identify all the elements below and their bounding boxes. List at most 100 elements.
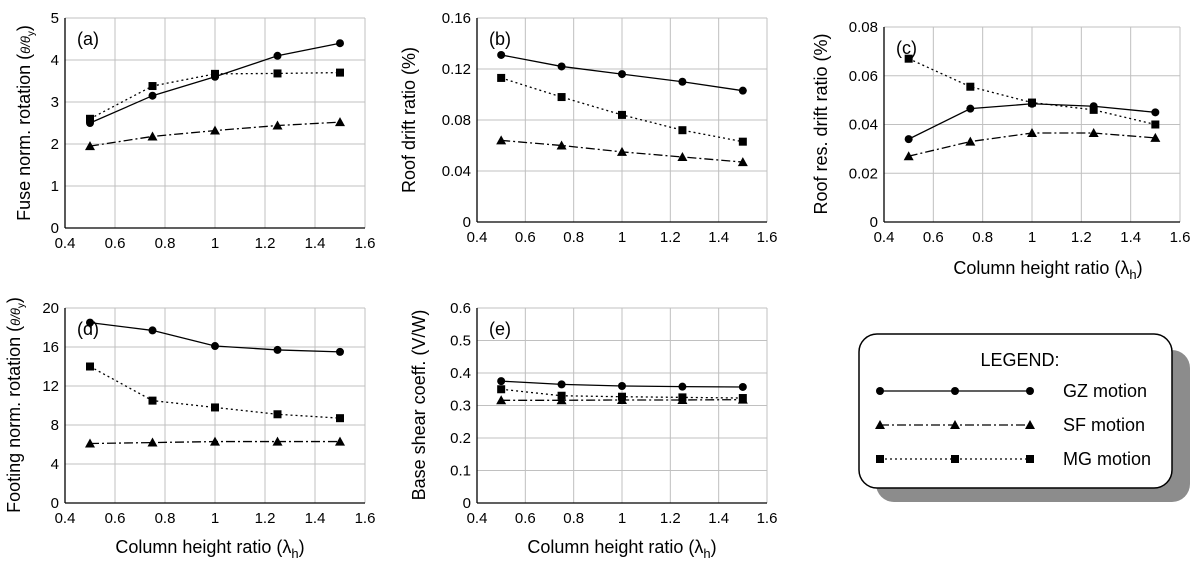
y-tick-label: 0.1 xyxy=(450,463,471,480)
y-tick-label: 8 xyxy=(51,417,59,434)
y-tick-label: 0 xyxy=(51,495,59,512)
x-tick-label: 0.6 xyxy=(105,510,126,527)
y-tick-label: 0.06 xyxy=(849,68,878,85)
x-tick-label: 0.8 xyxy=(155,235,176,252)
x-tick-label: 1.6 xyxy=(757,510,778,527)
x-axis-title-c-sub: h xyxy=(1129,267,1136,282)
marker-sf xyxy=(1027,128,1037,138)
marker-gz xyxy=(618,382,626,390)
y-axis-title-text: Roof drift ratio (%) xyxy=(399,47,419,193)
marker-mg xyxy=(738,394,747,403)
x-axis-title-d-symbol: λ xyxy=(282,537,291,557)
marker-sf xyxy=(903,151,914,161)
y-tick-label: 0.4 xyxy=(450,365,471,382)
y-tick-label: 0.16 xyxy=(442,10,471,27)
legend: LEGEND: GZ motion SF motion MG motion xyxy=(858,333,1190,502)
marker-sf xyxy=(85,438,95,448)
legend-label-sf: SF motion xyxy=(1063,415,1145,435)
y-tick-label: 4 xyxy=(51,52,59,69)
y-tick-label: 0 xyxy=(870,214,878,231)
x-tick-label: 1.4 xyxy=(708,510,729,527)
marker-sf xyxy=(210,125,220,135)
marker-gz xyxy=(738,86,747,95)
x-tick-label: 1.4 xyxy=(708,229,729,246)
x-tick-label: 1 xyxy=(211,510,219,527)
legend-label-gz: GZ motion xyxy=(1063,381,1147,401)
y-tick-label: 0.3 xyxy=(450,398,471,415)
marker-gz xyxy=(678,77,687,86)
x-tick-label: 0.6 xyxy=(105,235,126,252)
marker-gz xyxy=(148,326,157,335)
marker-gz xyxy=(86,318,94,327)
marker-gz xyxy=(678,382,687,391)
x-tick-label: 1.2 xyxy=(255,510,276,527)
legend-marker-gz xyxy=(951,387,959,395)
x-axis-title-c-close: ) xyxy=(1137,258,1143,278)
marker-sf xyxy=(496,395,507,405)
marker-sf xyxy=(556,140,567,150)
marker-mg xyxy=(1028,98,1036,107)
x-axis-title-d-close: ) xyxy=(299,537,305,557)
y-axis-title-text: Roof res. drift ratio (%) xyxy=(811,33,831,214)
x-tick-label: 0.8 xyxy=(563,229,584,246)
x-axis-title-c-symbol: λ xyxy=(1120,258,1129,278)
marker-sf xyxy=(617,146,627,156)
panel-label: (a) xyxy=(77,29,99,49)
x-tick-label: 0.6 xyxy=(515,510,536,527)
marker-mg xyxy=(618,110,626,119)
marker-mg xyxy=(148,396,157,405)
y-tick-label: 20 xyxy=(42,300,59,317)
x-axis-title-e-main: Column height ratio ( xyxy=(527,537,694,557)
x-tick-label: 0.8 xyxy=(972,229,993,246)
marker-gz xyxy=(336,39,344,48)
y-axis-title-text: Footing norm. rotation ( xyxy=(4,326,24,513)
x-tick-label: 1.6 xyxy=(355,235,376,252)
marker-mg xyxy=(497,73,506,82)
x-axis-title-d-sub: h xyxy=(291,546,298,561)
x-tick-label: 0.8 xyxy=(563,510,584,527)
marker-gz xyxy=(966,104,975,113)
x-tick-label: 0.4 xyxy=(55,510,76,527)
marker-mg xyxy=(86,114,94,123)
legend-marker-gz xyxy=(876,387,884,395)
legend-entry-gz: GZ motion xyxy=(876,381,1147,401)
x-tick-label: 1 xyxy=(618,229,626,246)
y-axis-title-close: ) xyxy=(14,25,34,31)
x-axis-title-e-sub: h xyxy=(703,546,710,561)
marker-gz xyxy=(618,70,626,79)
y-tick-label: 0.08 xyxy=(442,112,471,129)
panel-e: 0.4 0.6 0.8 1 1.2 1.4 1.6 0 0.1 0.2 0.3 0.4 0.5 0.6 (e… xyxy=(409,300,777,527)
x-axis-title-e: Column height ratio (λh) xyxy=(527,537,716,561)
marker-mg xyxy=(497,385,506,394)
y-tick-label: 1 xyxy=(51,178,59,195)
panel-b: 0.4 0.6 0.8 1 1.2 1.4 1.6 0 0.04 0.08 0.12 0.16 (b) R… xyxy=(399,10,777,246)
y-tick-label: 0.04 xyxy=(442,163,471,180)
legend-marker-mg xyxy=(1026,455,1034,463)
x-axis-title-c-main: Column height ratio ( xyxy=(953,258,1120,278)
legend-title: LEGEND: xyxy=(980,350,1059,370)
marker-sf xyxy=(677,151,688,161)
panel-label: (e) xyxy=(489,319,511,339)
marker-sf xyxy=(737,157,748,167)
marker-mg xyxy=(904,54,913,63)
x-tick-label: 0.8 xyxy=(155,510,176,527)
marker-mg xyxy=(1089,105,1098,114)
legend-entry-sf: SF motion xyxy=(875,415,1145,435)
marker-mg xyxy=(211,403,219,412)
y-tick-label: 16 xyxy=(42,339,59,356)
marker-mg xyxy=(211,69,219,78)
marker-mg xyxy=(678,126,687,135)
marker-gz xyxy=(497,50,506,59)
marker-sf xyxy=(147,437,158,447)
y-tick-label: 0.02 xyxy=(849,165,878,182)
y-tick-label: 5 xyxy=(51,10,59,27)
marker-sf xyxy=(335,117,345,127)
y-tick-label: 2 xyxy=(51,136,59,153)
x-axis-title-e-close: ) xyxy=(711,537,717,557)
marker-gz xyxy=(557,62,566,71)
y-tick-label: 0 xyxy=(463,214,471,231)
marker-gz xyxy=(273,51,282,60)
marker-mg xyxy=(618,392,626,401)
y-axis-title: Roof drift ratio (%) xyxy=(399,47,419,193)
